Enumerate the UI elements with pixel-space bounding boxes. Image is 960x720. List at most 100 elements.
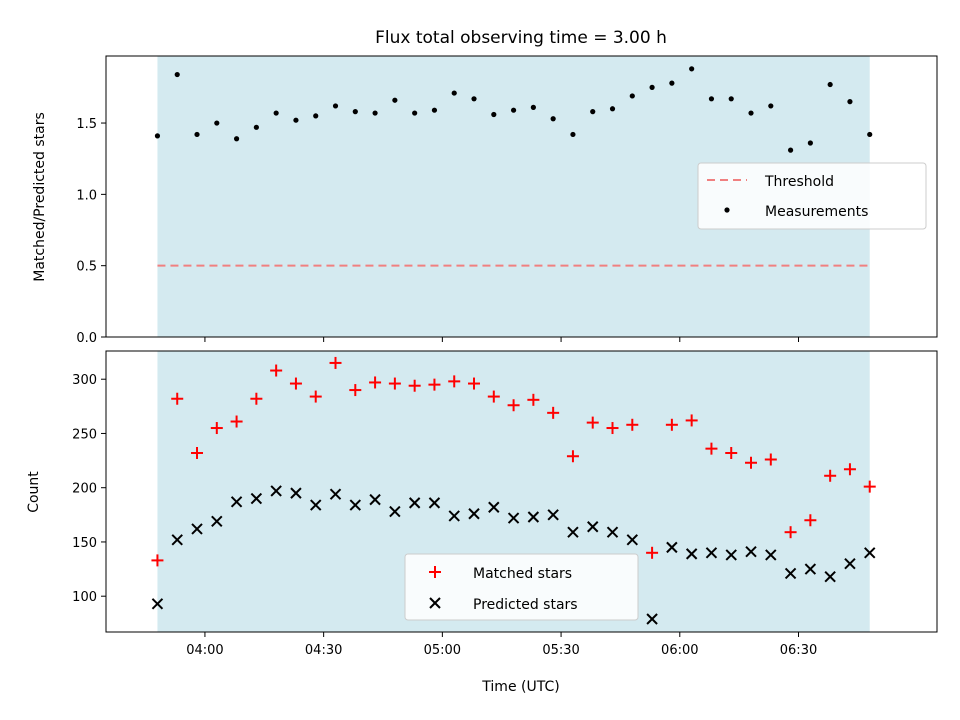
predicted-stars-point — [329, 488, 342, 500]
predicted-stars-point — [527, 511, 540, 523]
bottom-y-axis-label: Count — [26, 471, 42, 513]
measurement-point — [372, 110, 378, 116]
measurement-point — [867, 131, 873, 138]
matched-stars-point — [745, 456, 758, 469]
bottom-panel: 100 150 200 250 300 04:00 04:30 05:00 05:30 06:0… — [26, 350, 938, 695]
matched-stars-point — [171, 392, 184, 405]
measurement-point — [847, 99, 853, 105]
measurement-point — [590, 109, 596, 115]
matched-stars-point — [428, 378, 441, 391]
matched-stars-point — [270, 364, 283, 377]
matched-stars-point — [408, 379, 421, 392]
predicted-stars-point — [765, 549, 777, 561]
predicted-stars-point — [290, 487, 302, 499]
y-tick-label: 0.5 — [76, 260, 97, 275]
predicted-stars-point — [646, 613, 658, 625]
matched-stars-point — [329, 356, 342, 369]
bottom-x-axis: 04:00 04:30 05:00 05:30 06:00 06:30 — [186, 632, 817, 658]
x-tick-label: 04:30 — [305, 643, 342, 658]
measurement-point — [669, 80, 675, 86]
predicted-stars-point — [705, 547, 718, 559]
matched-stars-point — [566, 450, 579, 463]
measurements-series — [154, 66, 873, 153]
matched-stars-point — [487, 390, 500, 403]
predicted-stars-point — [250, 492, 263, 505]
measurement-point — [609, 106, 616, 112]
measurement-point — [827, 81, 833, 88]
measurement-point — [313, 113, 319, 119]
predicted-stars-point — [270, 485, 282, 497]
predicted-stars-point — [468, 508, 480, 520]
predicted-stars-point — [310, 499, 322, 511]
matched-stars-point — [250, 392, 263, 405]
bottom-y-axis: 100 150 200 250 300 — [72, 373, 106, 605]
matched-stars-point — [388, 377, 401, 390]
y-tick-label: 1.0 — [76, 188, 97, 203]
measurement-point — [491, 111, 497, 118]
predicted-stars-point — [725, 549, 737, 561]
predicted-stars-point — [567, 526, 579, 538]
predicted-stars-point — [211, 515, 223, 528]
matched-stars-point — [230, 415, 243, 428]
measurement-point — [412, 110, 418, 116]
legend-measurements-swatch — [724, 207, 730, 213]
legend-predicted-label: Predicted stars — [473, 597, 578, 613]
measurement-point — [214, 120, 220, 126]
matched-stars-point — [824, 469, 837, 482]
predicted-stars-point — [151, 598, 164, 610]
x-tick-label: 06:00 — [661, 643, 698, 658]
predicted-stars-point — [448, 510, 460, 522]
y-tick-label: 200 — [72, 482, 97, 497]
predicted-stars-point — [547, 509, 559, 521]
top-y-axis: 0.0 0.5 1.0 1.5 — [76, 117, 106, 346]
measurement-point — [431, 107, 438, 113]
predicted-stars-point — [389, 505, 401, 518]
matched-stars-point — [843, 463, 856, 476]
measurement-point — [787, 147, 794, 153]
measurement-point — [451, 90, 457, 96]
predicted-stars-point — [507, 512, 520, 524]
top-plot-frame — [105, 55, 938, 338]
matched-stars-point — [210, 422, 223, 435]
x-tick-label: 05:30 — [542, 643, 579, 658]
measurement-point — [510, 107, 517, 113]
measurement-point — [748, 110, 754, 116]
predicted-stars-point — [369, 493, 381, 506]
x-tick-label: 06:30 — [780, 643, 817, 658]
y-tick-label: 1.5 — [76, 117, 97, 132]
matched-stars-point — [547, 406, 560, 419]
predicted-stars-point — [844, 557, 856, 570]
matched-stars-point — [646, 546, 659, 559]
measurement-point — [807, 140, 813, 146]
predicted-stars-point — [171, 534, 183, 546]
y-tick-label: 300 — [72, 373, 97, 388]
matched-stars-series — [151, 356, 876, 567]
legend-predicted-swatch — [429, 597, 441, 609]
measurement-point — [332, 103, 339, 109]
matched-stars-point — [626, 418, 639, 431]
measurement-point — [649, 84, 655, 90]
matched-stars-point — [804, 514, 817, 527]
bottom-legend-box — [404, 553, 639, 621]
chart-title: Flux total observing time = 3.00 h — [375, 28, 667, 48]
matched-stars-point — [289, 377, 302, 390]
predicted-stars-point — [191, 523, 203, 535]
predicted-stars-point — [824, 570, 836, 583]
legend-threshold-label: Threshold — [764, 174, 834, 190]
measurement-point — [273, 110, 279, 116]
legend-matched-swatch — [429, 566, 441, 578]
matched-stars-point — [309, 390, 322, 403]
y-tick-label: 0.0 — [76, 331, 97, 346]
matched-stars-point — [665, 418, 678, 431]
predicted-stars-point — [428, 497, 441, 509]
predicted-stars-point — [784, 567, 797, 580]
top-panel: 0.0 0.5 1.0 1.5 Matched/Predicted stars Thr… — [32, 55, 938, 346]
x-tick-label: 04:00 — [186, 643, 223, 658]
predicted-stars-point — [745, 546, 757, 558]
top-x-axis — [204, 337, 799, 342]
measurement-point — [392, 97, 398, 103]
predicted-stars-point — [488, 501, 500, 513]
predicted-stars-point — [230, 496, 243, 508]
y-tick-label: 250 — [72, 427, 97, 442]
measurement-point — [154, 133, 161, 139]
